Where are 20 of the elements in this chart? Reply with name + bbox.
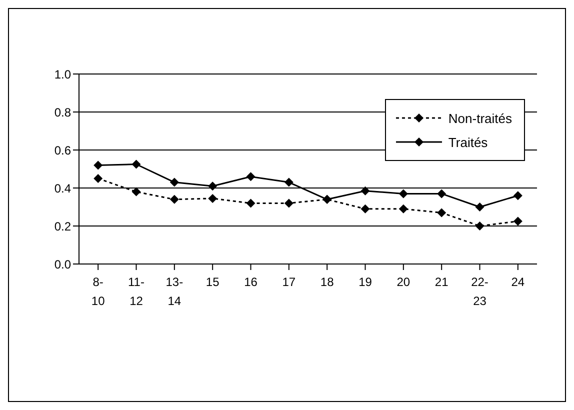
x-tick-label: 16 [244,275,258,289]
y-tick-label: 0.6 [54,143,72,158]
x-tick-label: 21 [434,275,449,289]
x-tick-label: 17 [282,275,296,289]
x-tick-label: 11-12 [128,275,144,308]
x-tick-label: 20 [396,275,410,289]
x-tick-label: 13-14 [166,275,184,308]
x-tick-label: 24 [511,275,525,289]
y-tick-label: 1.0 [54,67,72,82]
y-tick-label: 0.0 [54,257,72,272]
x-tick-label: 22-23 [471,275,488,308]
y-tick-label: 0.2 [54,219,72,234]
y-tick-label: 0.8 [54,105,72,120]
legend-label: Non-traités [448,110,512,126]
legend-label: Traités [448,134,488,150]
y-tick-label: 0.4 [54,181,72,196]
x-tick-label: 18 [320,275,334,289]
x-tick-label: 19 [358,275,372,289]
x-tick-label: 15 [206,275,220,289]
x-tick-label: 8-10 [91,275,106,308]
